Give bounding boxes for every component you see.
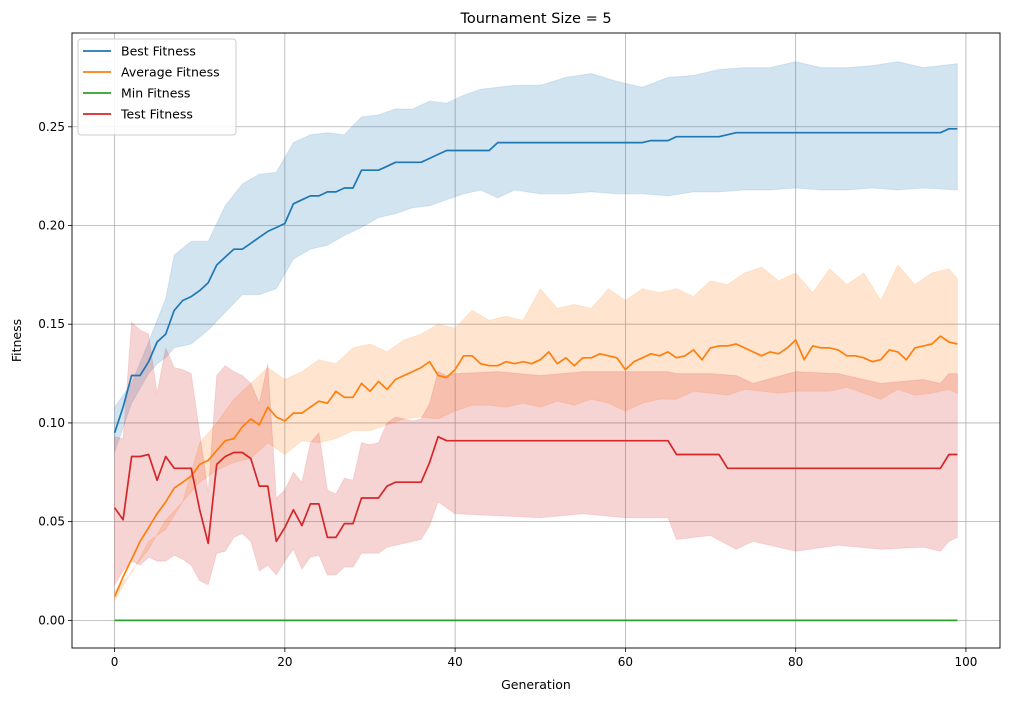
- y-tick-label: 0.05: [38, 515, 65, 529]
- legend-label-average-fitness: Average Fitness: [121, 65, 220, 80]
- legend-box: [77, 38, 237, 136]
- plot-area-frame: [71, 32, 1001, 649]
- legend: Best Fitness Average Fitness Min Fitness Te…: [77, 38, 237, 136]
- x-tick-label: 40: [447, 655, 462, 669]
- x-tick-label: 0: [111, 655, 119, 669]
- x-tick-label: 20: [277, 655, 292, 669]
- y-tick-label: 0.25: [38, 120, 65, 134]
- y-tick-label: 0.15: [38, 317, 65, 331]
- axis-ticks: 0 20 40 60 80 100 0.00 0.05 0.10 0.15 0.20 0.25: [38, 120, 977, 669]
- y-axis-label: Fitness: [9, 319, 24, 362]
- grid-lines: [72, 33, 1000, 648]
- series-lines: [113, 127, 958, 622]
- x-axis-label: Generation: [501, 677, 571, 692]
- test-fitness-band: [114, 321, 958, 587]
- x-tick-label: 80: [788, 655, 803, 669]
- x-tick-label: 100: [954, 655, 977, 669]
- test-fitness-line: [113, 435, 958, 545]
- y-tick-label: 0.00: [38, 613, 65, 627]
- y-tick-label: 0.20: [38, 218, 65, 232]
- average-fitness-line: [113, 335, 958, 598]
- legend-label-best-fitness: Best Fitness: [121, 44, 196, 59]
- legend-label-test-fitness: Test Fitness: [120, 107, 193, 122]
- best-fitness-line: [113, 127, 958, 434]
- x-tick-label: 60: [618, 655, 633, 669]
- best-fitness-band: [114, 61, 958, 453]
- y-tick-label: 0.10: [38, 416, 65, 430]
- legend-label-min-fitness: Min Fitness: [121, 86, 190, 101]
- chart-title: Tournament Size = 5: [459, 11, 611, 27]
